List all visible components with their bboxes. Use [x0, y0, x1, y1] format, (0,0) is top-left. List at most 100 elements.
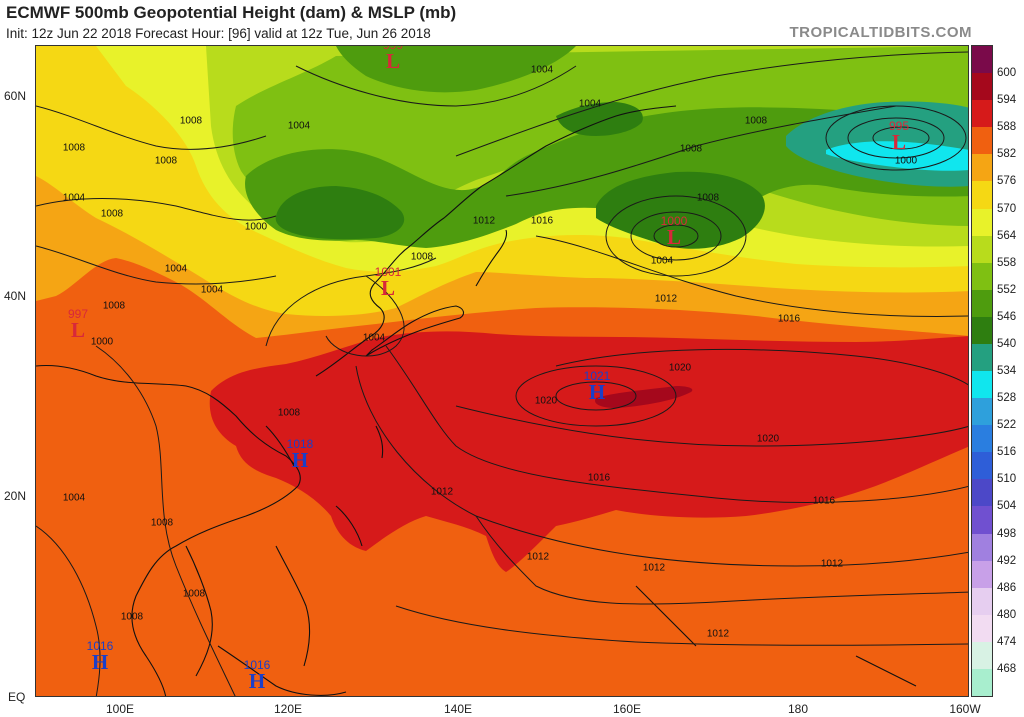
height-fill-600: [595, 386, 693, 408]
isobar-label: 1008: [696, 192, 720, 204]
colorbar-cell: [972, 316, 992, 345]
colorbar-cell: [972, 371, 992, 399]
pressure-symbol: H: [91, 650, 109, 674]
colorbar-cell: [972, 533, 992, 562]
pressure-value: 995: [888, 119, 910, 133]
colorbar-level-label: 486: [997, 581, 1017, 594]
isobar-label: 1012: [642, 562, 666, 574]
pressure-value: 1016: [86, 639, 114, 653]
isobar-label: 1008: [679, 143, 703, 155]
colorbar-cell: [972, 208, 992, 237]
colorbar-cell: [972, 452, 992, 480]
isobar-label: 1004: [62, 492, 86, 504]
lon-label: 100E: [105, 702, 135, 716]
isobar-label: 1008: [744, 115, 768, 127]
pressure-symbol: L: [70, 318, 85, 342]
isobar-label: 1016: [587, 472, 611, 484]
isobar-label: 1012: [820, 558, 844, 570]
colorbar-level-label: 558: [997, 256, 1017, 269]
pressure-symbol: H: [291, 448, 309, 472]
pressure-value: 1018: [286, 437, 314, 451]
high-pressure-center: 1016 H: [243, 658, 271, 692]
isobar-label: 1012: [472, 215, 496, 227]
colorbar-cell: [972, 641, 992, 670]
colorbar-cell: [972, 668, 992, 697]
height-fill-594: [209, 331, 968, 572]
coastlines: [36, 105, 917, 696]
isobar-label: 1012: [526, 551, 550, 563]
isobar-label: 1000: [244, 221, 268, 233]
high-pressure-center: 1016 H: [86, 639, 114, 674]
lon-label: 180: [787, 702, 809, 716]
map-subtitle: Init: 12z Jun 22 2018 Forecast Hour: [96…: [6, 26, 431, 41]
colorbar-level-label: 546: [997, 310, 1017, 323]
colorbar-cell: [972, 614, 992, 643]
pressure-symbol: L: [666, 225, 682, 249]
height-fill-552: [245, 46, 968, 248]
isobar-label: 1020: [534, 395, 558, 407]
isobar-label: 1004: [287, 120, 311, 132]
lon-label: 140E: [443, 702, 473, 716]
colorbar-cell: [972, 479, 992, 507]
isobar-label: 1000: [90, 336, 114, 348]
pressure-value: 1021: [583, 369, 611, 383]
isobars: [36, 51, 968, 696]
colorbar-level-label: 522: [997, 419, 1017, 432]
colorbar-level-label: 498: [997, 527, 1017, 540]
colorbar-level-label: 570: [997, 202, 1017, 215]
colorbar-cell: [972, 154, 992, 182]
colorbar-level-label: 540: [997, 337, 1017, 350]
colorbar-cell: [972, 506, 992, 534]
high-pressure-center: 1021 H: [583, 369, 611, 404]
pressure-symbol: L: [891, 130, 906, 154]
isobar-label: 1008: [182, 588, 206, 600]
low-pressure-center: 1000 L: [660, 214, 688, 249]
colorbar-cell: [972, 262, 992, 291]
lat-label: 20N: [4, 489, 27, 503]
isobar-label: 1016: [812, 495, 836, 507]
colorbar-cell: [972, 127, 992, 155]
colorbar-level-label: 528: [997, 392, 1017, 405]
colorbar-cell: [972, 343, 992, 372]
isobar-label: 1016: [777, 313, 801, 325]
colorbar-level-label: 600: [997, 67, 1017, 80]
low-pressure-center: 999 L: [382, 45, 404, 73]
pressure-value: 999: [382, 45, 404, 52]
map-title: ECMWF 500mb Geopotential Height (dam) & …: [6, 3, 457, 22]
colorbar-cell: [972, 100, 992, 128]
colorbar-level-label: 582: [997, 148, 1017, 161]
isobar-label: 1004: [164, 263, 188, 275]
lon-label: 120E: [273, 702, 303, 716]
colorbar-cell: [972, 181, 992, 209]
isobar-label: 1004: [530, 64, 554, 76]
isobar-label: 1012: [706, 628, 730, 640]
pressure-value: 1016: [243, 658, 271, 672]
low-pressure-center: 995 L: [888, 119, 910, 154]
height-fill-534: [826, 141, 968, 171]
isobar-label: 1008: [410, 251, 434, 263]
colorbar-level-label: 516: [997, 446, 1017, 459]
isobar-label: 1008: [150, 517, 174, 529]
high-pressure-center: 1018 H: [286, 437, 314, 472]
colorbar-cell: [972, 289, 992, 318]
colorbar-level-label: 594: [997, 94, 1017, 107]
colorbar-level-label: 480: [997, 608, 1017, 621]
watermark: TROPICALTIDBITS.COM: [789, 24, 972, 41]
isobar-label: 1012: [654, 293, 678, 305]
pressure-symbol: H: [588, 380, 606, 404]
colorbar-level-label: 552: [997, 283, 1017, 296]
isobar-label: 1004: [62, 192, 86, 204]
low-pressure-center: 1001 L: [375, 266, 402, 299]
isobar-label: 1020: [668, 362, 692, 374]
colorbar-cell: [972, 398, 992, 426]
pressure-value: 1000: [660, 214, 688, 228]
height-colorbar: [971, 45, 993, 697]
colorbar-cell: [972, 587, 992, 616]
pressure-symbol: L: [385, 49, 400, 73]
isobar-label: 1008: [62, 142, 86, 154]
colorbar-level-label: 576: [997, 175, 1017, 188]
map-canvas: [36, 46, 968, 696]
colorbar-level-label: 510: [997, 473, 1017, 486]
low-pressure-center: 997 L: [68, 308, 88, 342]
isobar-label: 1004: [362, 332, 386, 344]
